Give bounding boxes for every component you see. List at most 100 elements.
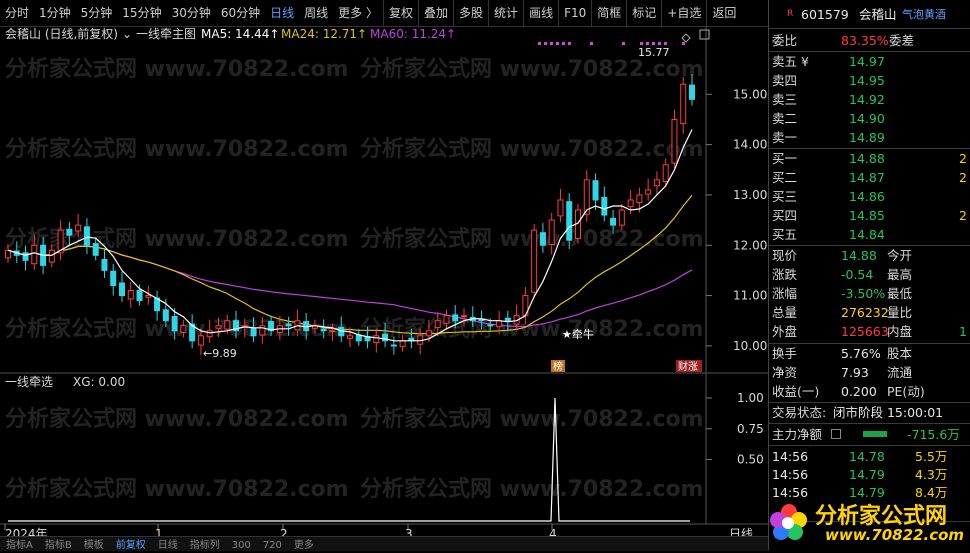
ma5-label: MA5: 14.44↑ (201, 27, 279, 41)
stat-row: 涨幅 -3.50% 最低 (769, 284, 970, 303)
signal-label: ★牵牛 (562, 327, 594, 341)
tool-button-0[interactable]: 复权 (383, 0, 418, 26)
candle-body (680, 83, 687, 125)
candle-body (75, 224, 82, 232)
candle-body (320, 328, 327, 332)
tick-volume: 8.4万 (915, 485, 948, 500)
sell-row: 卖一 14.89 (769, 128, 970, 147)
sell-price: 14.97 (849, 54, 885, 69)
candle-body (127, 290, 134, 300)
tool-button-7[interactable]: 标记 (626, 0, 661, 26)
sub-y-tick-label: 0.50 (737, 453, 764, 467)
period-tab-7[interactable]: 周线 (304, 6, 329, 20)
period-tab-2[interactable]: 5分钟 (80, 6, 113, 20)
webi-value: 83.35% (841, 33, 889, 48)
watermark-text: 分析家公式网 www.70822.com (5, 406, 349, 432)
divider (769, 521, 970, 522)
chart-area[interactable]: 分析家公式网 www.70822.com 分析家公式网 www.70822.com… (0, 26, 768, 550)
stat2-row: 收益(一) 0.200 PE(动) (769, 382, 970, 401)
candle-body (645, 189, 652, 195)
flow-bar (863, 431, 887, 437)
status-value: 闭市阶段 15:00:01 (833, 405, 944, 420)
period-tab-4[interactable]: 30分钟 (171, 6, 211, 20)
marker-dot (682, 42, 685, 45)
marker-dot (658, 42, 661, 45)
period-tab-3[interactable]: 15分钟 (122, 6, 162, 20)
buy-label: 买二 (772, 170, 798, 185)
indicator-name[interactable]: 一线牵主图 (136, 27, 196, 41)
xg-label: XG: 0.00 (73, 375, 125, 389)
sub-y-tick-label: 1.00 (737, 391, 764, 405)
candle-body (197, 335, 204, 346)
period-tab-0[interactable]: 分时 (5, 6, 30, 20)
candle-body (101, 259, 108, 271)
stat-value-3: 1 (959, 324, 967, 339)
bottom-tab-1[interactable]: 指标B (44, 540, 72, 551)
restore-icon (699, 29, 710, 40)
watermark-text: 分析家公式网 www.70822.com (360, 136, 704, 162)
divider (769, 343, 970, 344)
buy-price: 14.84 (849, 227, 885, 242)
sell-row: 卖五 ¥ 14.97 (769, 52, 970, 71)
stat-row: 总量 276232 量比 (769, 303, 970, 322)
marker-dot (664, 42, 667, 45)
candle-body (487, 324, 494, 327)
candle-body (452, 314, 459, 322)
candle-body (627, 199, 634, 208)
bottom-tab-8[interactable]: 更多 (293, 540, 314, 551)
bottom-tab-3[interactable]: 前复权 (115, 540, 146, 551)
bottom-tab-5[interactable]: 指标列 (189, 540, 220, 551)
tool-button-4[interactable]: 画线 (523, 0, 558, 26)
logo-text: 分析家公式网 (815, 504, 948, 529)
sell-row: 卖二 14.90 (769, 109, 970, 128)
candle-body (268, 321, 275, 332)
candle-body (215, 325, 222, 329)
buy-row: 买四 14.85 2 (769, 206, 970, 225)
buy-row: 买一 14.88 2 (769, 149, 970, 168)
candle-body (31, 244, 38, 265)
candle-body (22, 252, 29, 261)
candle-body (531, 229, 538, 293)
period-tab-6[interactable]: 日线 (270, 6, 295, 20)
dropdown-icon[interactable]: ⌄ (122, 27, 132, 41)
candle-body (399, 340, 406, 348)
tool-button-3[interactable]: 统计 (488, 0, 523, 26)
tick-price: 14.79 (849, 485, 885, 500)
tool-button-8[interactable]: +自选 (661, 0, 706, 26)
bottom-tab-0[interactable]: 指标A (6, 540, 33, 551)
period-tab-1[interactable]: 1分钟 (39, 6, 71, 20)
tool-button-9[interactable]: 返回 (706, 0, 741, 26)
candle-body (566, 201, 573, 241)
period-tab-5[interactable]: 60分钟 (220, 6, 261, 20)
marker-dot (652, 42, 655, 45)
bottom-tab-7[interactable]: 720 (262, 540, 282, 551)
watermark-text: 分析家公式网 www.70822.com (5, 226, 349, 252)
marker-dot (562, 42, 565, 45)
sector-label[interactable]: 气泡黄酒 (902, 8, 946, 21)
marker-dot (646, 42, 649, 45)
tool-button-1[interactable]: 叠加 (418, 0, 453, 26)
candle-body (48, 249, 55, 263)
marker-dot (590, 42, 593, 45)
sell-price: 14.89 (849, 130, 885, 145)
x-tick-label: 2 (280, 527, 288, 541)
bottom-tab-6[interactable]: 300 (231, 540, 251, 551)
flow-list-icon[interactable] (831, 429, 841, 439)
divider (769, 445, 970, 446)
tool-button-5[interactable]: F10 (558, 0, 591, 26)
stat-label-2: 内盘 (887, 324, 913, 339)
bottom-tab-4[interactable]: 日线 (157, 540, 178, 551)
candle-body (636, 194, 643, 203)
candle-body (610, 217, 617, 226)
ma5-line (7, 129, 693, 342)
candle-body (285, 323, 292, 327)
period-tab-8[interactable]: 更多 〉 (338, 6, 378, 20)
tick-row: 14:56 14.79 4.3万 (769, 465, 970, 484)
tool-button-2[interactable]: 多股 (453, 0, 488, 26)
buy-volume: 2 (959, 208, 967, 223)
marker-dot (640, 42, 643, 45)
sell-label: 卖二 (772, 111, 798, 126)
tool-button-6[interactable]: 简框 (591, 0, 626, 26)
stat2-value: 0.200 (841, 384, 877, 399)
bottom-tab-2[interactable]: 模板 (83, 540, 104, 551)
